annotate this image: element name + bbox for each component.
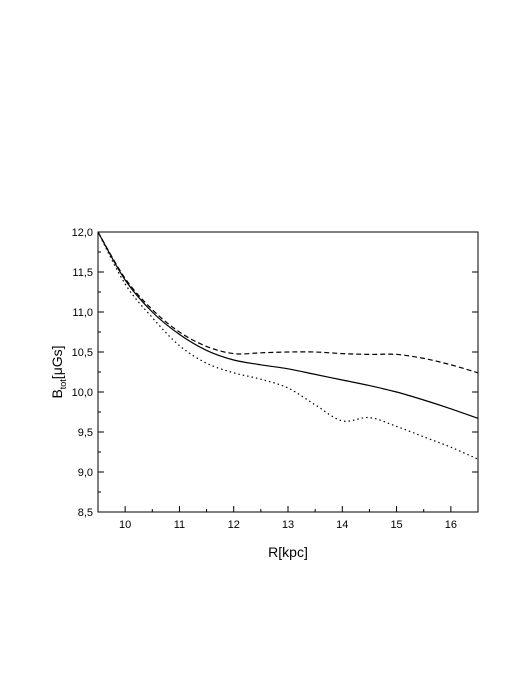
series-layer xyxy=(97,231,479,460)
y-axis-label: Btot[μGs] xyxy=(49,345,68,398)
y-tick-label: 11,0 xyxy=(72,307,93,319)
y-tick-label: 10,0 xyxy=(72,387,93,399)
x-tick-label: 16 xyxy=(445,519,457,531)
plot-frame xyxy=(97,231,479,513)
y-tick-label: 11,5 xyxy=(72,267,93,279)
series-line-dashed xyxy=(97,231,479,374)
x-axis-label: R[kpc] xyxy=(268,544,308,560)
x-tick-label: 10 xyxy=(119,519,131,531)
series-line-solid xyxy=(97,231,479,419)
y-axis-label-main: B xyxy=(49,389,65,398)
series-line-dotted xyxy=(97,231,479,460)
y-tick-label: 9,5 xyxy=(78,427,93,439)
x-tick-label: 15 xyxy=(390,519,402,531)
x-tick-label: 13 xyxy=(282,519,294,531)
x-tick-label: 12 xyxy=(228,519,240,531)
x-tick-label: 11 xyxy=(174,519,185,531)
y-axis-label-subscript: tot xyxy=(58,379,68,390)
y-tick-label: 10,5 xyxy=(72,347,93,359)
y-tick-label: 9,0 xyxy=(78,467,93,479)
y-tick-label: 12,0 xyxy=(72,227,93,239)
x-tick-label: 14 xyxy=(336,519,348,531)
y-axis-label-unit: [μGs] xyxy=(49,345,65,379)
y-tick-label: 8,5 xyxy=(78,507,93,519)
ticks-layer: 10 11 12 13 14 15 16 8,5 9,0 9,5 10,0 10,5 11,0 11,5 1… xyxy=(72,227,479,531)
